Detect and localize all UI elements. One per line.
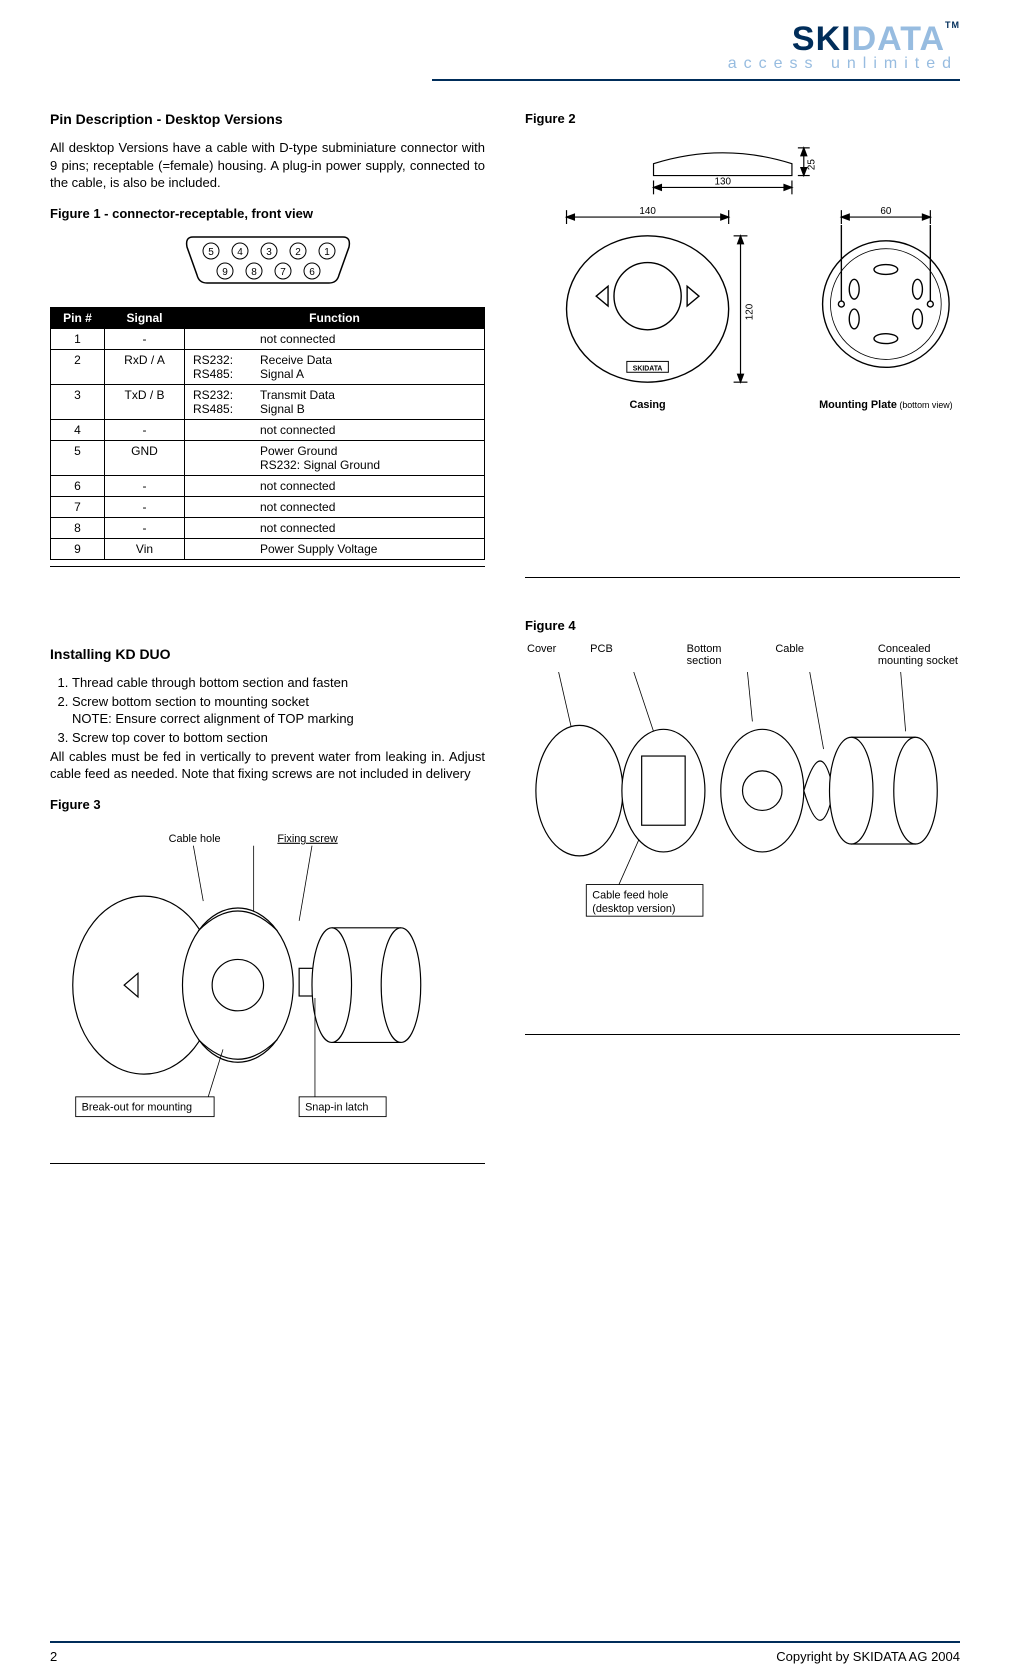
dim-25: 25 (807, 159, 818, 170)
th-function: Function (185, 307, 485, 328)
db9-connector-diagram: 5 4 3 2 1 9 8 7 6 (183, 231, 353, 289)
logo-tm: TM (945, 20, 960, 30)
lower-section: Installing KD DUO Thread cable through b… (50, 618, 960, 1164)
table-row: 4-not connected (51, 419, 485, 440)
device-brand: SKIDATA (633, 365, 663, 372)
label-cable-hole: Cable hole (169, 832, 221, 844)
logo-part1: SKI (792, 20, 852, 58)
mounting-label: Mounting Plate (bottom view) (819, 399, 953, 411)
svg-text:5: 5 (208, 247, 214, 258)
copyright: Copyright by SKIDATA AG 2004 (776, 1649, 960, 1664)
label-fixing-screw: Fixing screw (277, 832, 337, 844)
section2-body: All cables must be fed in vertically to … (50, 748, 485, 783)
right-col-upper: Figure 2 130 25 (525, 111, 960, 578)
install-steps: Thread cable through bottom section and … (50, 674, 485, 746)
svg-text:6: 6 (309, 267, 315, 278)
figure3-diagram: Cable hole Fixing screw (50, 822, 485, 1138)
table-bottom-rule (50, 566, 485, 567)
left-col-upper: Pin Description - Desktop Versions All d… (50, 111, 485, 578)
svg-text:9: 9 (222, 267, 228, 278)
fig2-bottom-rule (525, 577, 960, 578)
label-cable: Cable (775, 643, 804, 667)
figure2-diagram: 130 25 140 SKIDATA (525, 136, 960, 452)
logo-tagline: access unlimited (50, 55, 958, 73)
label-concealed: Concealed mounting socket (878, 643, 958, 667)
svg-text:(desktop version): (desktop version) (592, 903, 675, 915)
label-cover: Cover (527, 643, 556, 667)
fig3-bottom-rule (50, 1163, 485, 1164)
svg-text:7: 7 (280, 267, 286, 278)
table-row: 8-not connected (51, 517, 485, 538)
table-row: 9VinPower Supply Voltage (51, 538, 485, 559)
table-row: 3TxD / BRS232:Transmit DataRS485:Signal … (51, 384, 485, 419)
label-cable-feed: Cable feed hole (592, 889, 668, 901)
section1-title: Pin Description - Desktop Versions (50, 111, 485, 127)
footer-rule (50, 1641, 960, 1643)
figure4-title: Figure 4 (525, 618, 960, 633)
th-signal: Signal (105, 307, 185, 328)
page-number: 2 (50, 1649, 57, 1664)
page-footer: 2 Copyright by SKIDATA AG 2004 (50, 1641, 960, 1664)
section2-title: Installing KD DUO (50, 646, 485, 662)
pin-table: Pin # Signal Function 1-not connected2Rx… (50, 307, 485, 560)
step-3: Screw top cover to bottom section (72, 729, 485, 747)
table-row: 7-not connected (51, 496, 485, 517)
svg-text:3: 3 (266, 247, 272, 258)
figure1-title: Figure 1 - connector-receptable, front v… (50, 206, 485, 221)
svg-text:2: 2 (295, 247, 301, 258)
table-row: 5GNDPower GroundRS232: Signal Ground (51, 440, 485, 475)
figure4-diagram: Cable feed hole (desktop version) (525, 672, 960, 919)
figure2-title: Figure 2 (525, 111, 960, 126)
label-pcb: PCB (590, 643, 613, 667)
label-snapin: Snap-in latch (305, 1101, 368, 1113)
label-bottom-section: Bottom section (687, 643, 722, 667)
table-row: 1-not connected (51, 328, 485, 349)
dim-60: 60 (880, 206, 891, 217)
header-rule (432, 79, 960, 81)
svg-text:1: 1 (324, 247, 330, 258)
right-col-lower: Figure 4 Cover PCB Bottom section Cable … (525, 618, 960, 1164)
fig4-bottom-rule (525, 1034, 960, 1035)
dim-140: 140 (639, 206, 656, 217)
th-pin: Pin # (51, 307, 105, 328)
upper-section: Pin Description - Desktop Versions All d… (50, 111, 960, 578)
casing-label: Casing (629, 399, 665, 411)
table-row: 6-not connected (51, 475, 485, 496)
svg-text:8: 8 (251, 267, 257, 278)
figure3-title: Figure 3 (50, 797, 485, 812)
svg-text:4: 4 (237, 247, 243, 258)
figure4-labels: Cover PCB Bottom section Cable Concealed… (525, 643, 960, 667)
logo-part2: DATA (852, 20, 945, 58)
left-col-lower: Installing KD DUO Thread cable through b… (50, 618, 485, 1164)
step-1: Thread cable through bottom section and … (72, 674, 485, 692)
brand-logo: SKIDATATM access unlimited (50, 20, 960, 73)
dim-120: 120 (744, 303, 755, 320)
dim-130: 130 (714, 176, 731, 187)
label-breakout: Break-out for mounting (82, 1101, 192, 1113)
step-2: Screw bottom section to mounting socketN… (72, 693, 485, 728)
section1-body: All desktop Versions have a cable with D… (50, 139, 485, 192)
table-row: 2RxD / ARS232:Receive DataRS485:Signal A (51, 349, 485, 384)
